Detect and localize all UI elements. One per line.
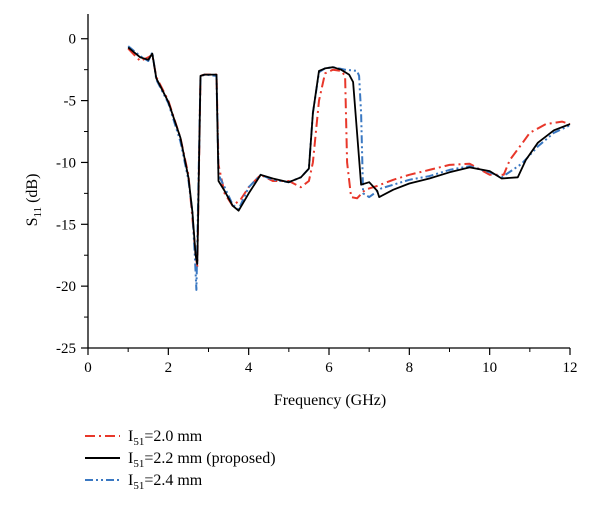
y-axis-title-unit: (dB) [24,174,41,207]
y-axis-title-sub: 11 [32,207,44,218]
y-tick-label: 0 [69,32,77,48]
y-tick-label: -25 [56,341,76,357]
x-tick-label: 4 [245,360,253,376]
legend-label-2: I51=2.2 mm (proposed) [128,450,276,470]
x-tick-label: 6 [325,360,333,376]
y-tick-label: -20 [56,279,76,295]
legend-label-post: =2.4 mm [144,472,202,489]
legend-label-3: I51=2.4 mm [128,472,203,492]
x-tick-label: 10 [482,360,497,376]
x-axis-title: Frequency (GHz) [274,392,386,409]
legend-label-pre: I [128,472,133,489]
legend-label-sub: 51 [133,436,144,448]
y-tick-label: -15 [56,217,76,233]
series-line-2 [127,46,571,265]
legend-label-sub: 51 [133,480,144,492]
x-tick-label: 8 [406,360,414,376]
y-axis-title: S11 (dB) [24,174,44,227]
series-line-1 [127,47,571,268]
x-tick-label: 12 [563,360,578,376]
y-tick-label: -5 [64,94,77,110]
y-axis-title-main: S [24,218,41,227]
series-layer [127,45,571,291]
x-tick-label: 0 [84,360,92,376]
plot-axes: 0 2 4 6 8 10 12 0 -5 -10 -15 -20 -25 [56,14,578,376]
legend-label-pre: I [128,428,133,445]
legend-label-1: I51=2.0 mm [128,428,203,448]
x-tick-label: 2 [165,360,173,376]
legend-label-post: =2.2 mm (proposed) [144,450,275,467]
legend-label-pre: I [128,450,133,467]
legend-label-post: =2.0 mm [144,428,202,445]
legend-label-sub: 51 [133,458,144,470]
y-tick-label: -10 [56,155,76,171]
